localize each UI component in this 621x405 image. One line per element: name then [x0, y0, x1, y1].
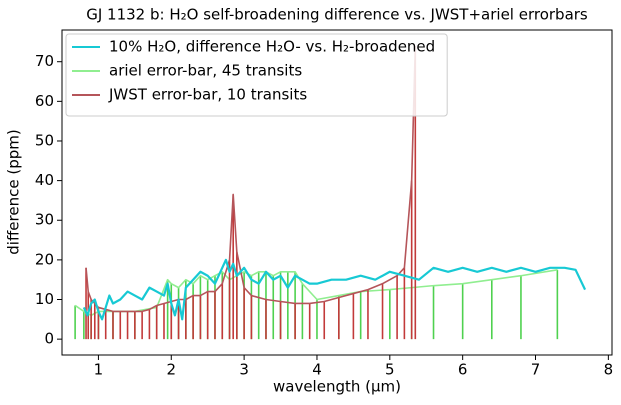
- legend-label: 10% H₂O, difference H₂O- vs. H₂-broadene…: [109, 38, 435, 56]
- y-tick-label: 30: [35, 211, 54, 229]
- legend: 10% H₂O, difference H₂O- vs. H₂-broadene…: [65, 33, 448, 117]
- legend-label: JWST error-bar, 10 transits: [108, 86, 307, 104]
- x-tick-label: 4: [312, 361, 322, 379]
- x-axis-label: wavelength (μm): [273, 378, 401, 396]
- x-tick-label: 8: [604, 361, 614, 379]
- chart-title: GJ 1132 b: H₂O self-broadening differenc…: [86, 6, 588, 24]
- y-axis-label: difference (ppm): [5, 129, 23, 254]
- x-tick-label: 6: [458, 361, 468, 379]
- y-tick-label: 40: [35, 171, 54, 189]
- x-tick-label: 3: [239, 361, 249, 379]
- x-tick-label: 7: [531, 361, 541, 379]
- series-line: [85, 45, 417, 313]
- legend-box: [65, 33, 448, 117]
- y-tick-label: 60: [35, 92, 54, 110]
- y-tick-label: 70: [35, 52, 54, 70]
- y-tick-label: 10: [35, 290, 54, 308]
- plot-frame: [61, 29, 613, 356]
- x-tick-label: 5: [385, 361, 395, 379]
- y-tick-label: 20: [35, 250, 54, 268]
- y-tick-label: 50: [35, 131, 54, 149]
- series-line: [82, 258, 587, 321]
- x-tick-label: 2: [166, 361, 176, 379]
- legend-label: ariel error-bar, 45 transits: [109, 62, 302, 80]
- y-tick-label: 0: [44, 330, 54, 348]
- x-tick-label: 1: [94, 361, 104, 379]
